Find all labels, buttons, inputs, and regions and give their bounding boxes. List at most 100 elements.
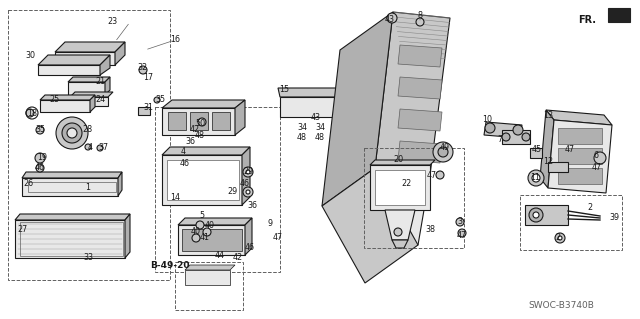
Polygon shape <box>530 148 542 158</box>
Bar <box>280 97 338 117</box>
Circle shape <box>438 147 448 157</box>
Text: 7: 7 <box>497 136 502 145</box>
Polygon shape <box>278 88 340 97</box>
Text: 45: 45 <box>532 145 542 154</box>
Text: 10: 10 <box>482 115 492 124</box>
Polygon shape <box>105 77 110 95</box>
Polygon shape <box>162 108 235 135</box>
Bar <box>155 107 280 272</box>
Text: 40: 40 <box>191 227 201 236</box>
Polygon shape <box>68 82 105 95</box>
Text: 37: 37 <box>98 143 108 152</box>
Polygon shape <box>115 42 125 65</box>
Text: 5: 5 <box>200 211 205 219</box>
Text: 35: 35 <box>35 125 45 135</box>
Circle shape <box>35 153 45 163</box>
Polygon shape <box>385 210 415 240</box>
Text: 29: 29 <box>243 167 253 176</box>
Polygon shape <box>398 45 442 67</box>
Polygon shape <box>15 220 125 258</box>
Polygon shape <box>242 147 250 205</box>
Text: 6: 6 <box>593 151 598 160</box>
Polygon shape <box>185 265 235 270</box>
Text: 3: 3 <box>458 218 463 226</box>
Bar <box>502 130 530 144</box>
Text: 49: 49 <box>440 144 450 152</box>
Circle shape <box>26 109 34 117</box>
Text: B-49-20: B-49-20 <box>150 261 189 270</box>
Bar <box>8 10 170 280</box>
Text: 46: 46 <box>35 164 45 173</box>
Text: 15: 15 <box>279 85 289 94</box>
Text: 19: 19 <box>37 153 47 162</box>
Circle shape <box>433 142 453 162</box>
Bar <box>520 195 622 250</box>
Bar <box>28 182 116 192</box>
Bar <box>212 112 230 130</box>
Bar <box>167 160 239 200</box>
Text: 48: 48 <box>315 133 325 143</box>
Polygon shape <box>235 100 245 135</box>
Text: 32: 32 <box>137 63 147 72</box>
Text: 47: 47 <box>427 170 437 180</box>
Text: 46: 46 <box>245 243 255 253</box>
Bar <box>364 148 464 248</box>
Polygon shape <box>185 270 230 285</box>
Circle shape <box>555 233 565 243</box>
Polygon shape <box>70 97 108 106</box>
Text: 27: 27 <box>17 226 27 234</box>
Polygon shape <box>70 92 113 97</box>
Bar <box>175 262 243 310</box>
Bar <box>138 107 150 115</box>
Text: 9: 9 <box>268 219 273 227</box>
Text: 43: 43 <box>385 16 395 25</box>
Polygon shape <box>363 168 430 245</box>
Text: 38: 38 <box>425 226 435 234</box>
Polygon shape <box>100 55 110 75</box>
Circle shape <box>154 97 160 103</box>
Text: 44: 44 <box>215 250 225 259</box>
Text: 30: 30 <box>25 50 35 60</box>
Text: 48: 48 <box>195 130 205 139</box>
Bar <box>558 128 602 144</box>
Text: 50: 50 <box>195 118 205 128</box>
Text: 8: 8 <box>417 11 422 19</box>
Text: 47: 47 <box>273 233 283 241</box>
Circle shape <box>416 18 424 26</box>
Circle shape <box>485 123 495 133</box>
Text: 46: 46 <box>180 159 190 167</box>
Polygon shape <box>375 12 450 175</box>
Polygon shape <box>392 240 408 248</box>
Circle shape <box>394 228 402 236</box>
Polygon shape <box>398 77 442 99</box>
Text: 26: 26 <box>23 179 33 188</box>
Text: 35: 35 <box>155 95 165 105</box>
Polygon shape <box>178 218 252 225</box>
Text: 42: 42 <box>233 254 243 263</box>
Polygon shape <box>55 42 125 52</box>
Circle shape <box>456 218 464 226</box>
Polygon shape <box>546 110 612 125</box>
Polygon shape <box>162 147 250 155</box>
Text: 18: 18 <box>27 108 37 117</box>
Polygon shape <box>322 168 418 283</box>
Circle shape <box>246 170 250 174</box>
Text: 21: 21 <box>95 78 105 86</box>
Text: 16: 16 <box>170 35 180 44</box>
Circle shape <box>529 208 543 222</box>
Circle shape <box>192 234 200 242</box>
Circle shape <box>387 13 397 23</box>
Polygon shape <box>22 172 122 178</box>
Circle shape <box>56 117 88 149</box>
Text: 39: 39 <box>609 213 619 222</box>
Text: 12: 12 <box>543 158 553 167</box>
Text: 34: 34 <box>315 122 325 131</box>
Text: 11: 11 <box>530 173 540 182</box>
Text: 41: 41 <box>200 234 210 242</box>
Polygon shape <box>540 110 554 188</box>
Text: 20: 20 <box>393 155 403 165</box>
Circle shape <box>533 212 539 218</box>
Polygon shape <box>125 214 130 258</box>
Circle shape <box>36 126 44 134</box>
Text: 24: 24 <box>95 95 105 105</box>
